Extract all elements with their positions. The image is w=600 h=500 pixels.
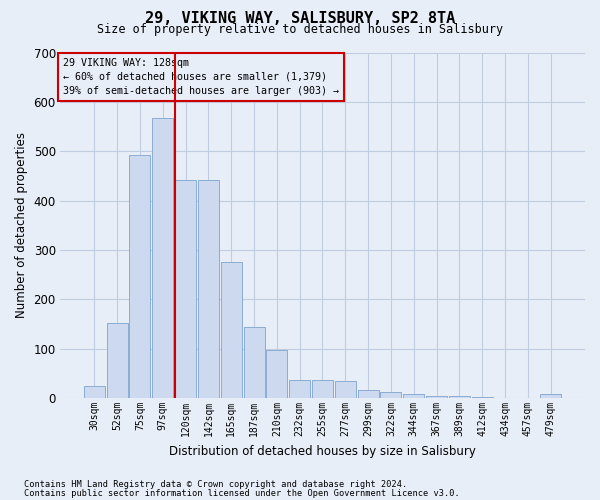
Bar	[335, 381, 356, 398]
Text: Contains HM Land Registry data © Crown copyright and database right 2024.: Contains HM Land Registry data © Crown c…	[24, 480, 407, 489]
Bar	[540, 394, 561, 398]
Text: Contains public sector information licensed under the Open Government Licence v3: Contains public sector information licen…	[24, 488, 460, 498]
Text: Size of property relative to detached houses in Salisbury: Size of property relative to detached ho…	[97, 22, 503, 36]
Bar	[152, 118, 173, 398]
Bar	[107, 322, 128, 398]
Bar	[84, 386, 105, 398]
Bar	[289, 380, 310, 398]
Bar	[198, 180, 219, 398]
Bar	[403, 394, 424, 398]
Bar	[449, 396, 470, 398]
Bar	[426, 396, 447, 398]
Bar	[472, 397, 493, 398]
Text: 29 VIKING WAY: 128sqm
← 60% of detached houses are smaller (1,379)
39% of semi-d: 29 VIKING WAY: 128sqm ← 60% of detached …	[62, 58, 338, 96]
Bar	[380, 392, 401, 398]
Bar	[244, 326, 265, 398]
Bar	[358, 390, 379, 398]
Text: 29, VIKING WAY, SALISBURY, SP2 8TA: 29, VIKING WAY, SALISBURY, SP2 8TA	[145, 11, 455, 26]
X-axis label: Distribution of detached houses by size in Salisbury: Distribution of detached houses by size …	[169, 444, 476, 458]
Bar	[266, 350, 287, 398]
Bar	[312, 380, 333, 398]
Bar	[221, 262, 242, 398]
Bar	[175, 180, 196, 398]
Bar	[130, 155, 151, 398]
Y-axis label: Number of detached properties: Number of detached properties	[15, 132, 28, 318]
